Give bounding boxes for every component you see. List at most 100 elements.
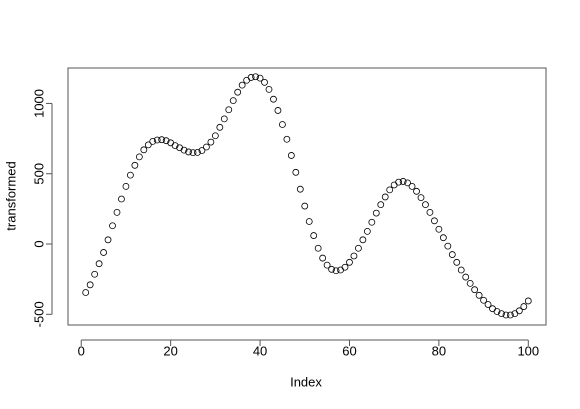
point bbox=[363, 227, 371, 235]
point bbox=[296, 185, 304, 193]
y-tick-label: 500 bbox=[31, 163, 46, 185]
y-tick-label: 0 bbox=[31, 240, 46, 247]
point bbox=[287, 152, 295, 159]
point bbox=[305, 218, 313, 225]
point bbox=[471, 286, 479, 294]
point bbox=[203, 143, 210, 151]
point bbox=[484, 301, 492, 308]
point bbox=[444, 242, 452, 250]
plot-box bbox=[67, 67, 547, 326]
point bbox=[229, 97, 237, 105]
point bbox=[118, 195, 125, 203]
point bbox=[153, 136, 161, 144]
x-tick-label: 100 bbox=[517, 343, 539, 358]
point bbox=[466, 279, 474, 287]
point bbox=[404, 179, 411, 187]
point bbox=[140, 146, 148, 154]
point bbox=[301, 202, 309, 210]
point bbox=[319, 254, 327, 262]
point bbox=[144, 141, 152, 149]
point bbox=[475, 291, 483, 299]
point bbox=[332, 267, 340, 275]
point bbox=[189, 149, 197, 157]
point bbox=[238, 81, 246, 89]
y-tick-label: 1000 bbox=[31, 89, 46, 118]
point bbox=[247, 74, 255, 81]
point bbox=[261, 78, 268, 86]
x-tick-label: 80 bbox=[432, 343, 446, 358]
point bbox=[234, 88, 242, 96]
point bbox=[283, 135, 291, 143]
point bbox=[431, 217, 438, 225]
x-tick-label: 60 bbox=[342, 343, 356, 358]
point bbox=[457, 266, 465, 274]
point bbox=[158, 136, 166, 144]
point bbox=[265, 85, 273, 93]
point bbox=[104, 236, 112, 244]
x-tick-label: 20 bbox=[163, 343, 177, 358]
point bbox=[355, 244, 362, 252]
point bbox=[185, 148, 192, 156]
point bbox=[493, 308, 501, 315]
point bbox=[220, 115, 228, 123]
point bbox=[381, 193, 389, 201]
point bbox=[314, 244, 322, 252]
point bbox=[502, 311, 510, 319]
point bbox=[194, 148, 201, 156]
point bbox=[243, 76, 251, 84]
point bbox=[408, 182, 416, 190]
point bbox=[498, 310, 505, 318]
point bbox=[225, 106, 233, 114]
x-tick-label: 0 bbox=[78, 343, 85, 358]
point bbox=[480, 296, 487, 304]
point bbox=[323, 261, 331, 269]
point bbox=[113, 208, 121, 216]
point bbox=[198, 147, 206, 154]
point bbox=[171, 142, 179, 150]
point bbox=[216, 123, 224, 131]
point bbox=[211, 132, 219, 140]
x-tick-label: 40 bbox=[253, 343, 267, 358]
point bbox=[439, 234, 447, 242]
point bbox=[395, 178, 403, 186]
point bbox=[372, 209, 380, 217]
point bbox=[279, 121, 286, 128]
point bbox=[377, 201, 385, 209]
point bbox=[413, 187, 420, 195]
y-tick-label: -500 bbox=[31, 301, 46, 327]
y-axis-label: transformed bbox=[3, 161, 18, 230]
point bbox=[127, 171, 134, 179]
point bbox=[489, 305, 496, 313]
point bbox=[310, 232, 318, 239]
point bbox=[149, 137, 157, 145]
point bbox=[520, 303, 528, 310]
point bbox=[515, 307, 523, 315]
point bbox=[507, 311, 514, 319]
point bbox=[341, 263, 349, 271]
point bbox=[328, 265, 335, 273]
point bbox=[95, 260, 103, 268]
point bbox=[292, 168, 300, 176]
point bbox=[435, 225, 443, 233]
point bbox=[86, 281, 94, 289]
point bbox=[426, 208, 434, 216]
point bbox=[422, 201, 429, 209]
point bbox=[162, 137, 170, 145]
point bbox=[524, 297, 532, 305]
point bbox=[346, 258, 353, 266]
point bbox=[399, 178, 407, 185]
x-axis-label: Index bbox=[290, 374, 322, 389]
point bbox=[252, 73, 259, 81]
point bbox=[122, 182, 130, 190]
point bbox=[82, 289, 90, 296]
point bbox=[390, 181, 398, 189]
point bbox=[337, 266, 344, 274]
point bbox=[368, 218, 376, 226]
point bbox=[270, 95, 277, 103]
point bbox=[448, 251, 456, 258]
point bbox=[135, 153, 143, 161]
point bbox=[100, 249, 107, 256]
point bbox=[91, 270, 99, 278]
point bbox=[462, 273, 470, 281]
